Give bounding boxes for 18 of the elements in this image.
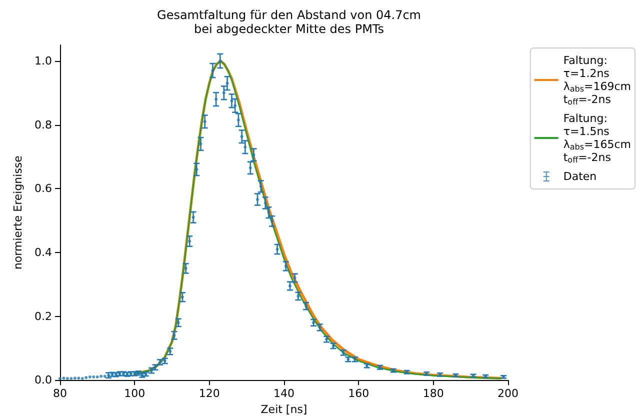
x-tick-label: 180 [422,387,444,400]
legend-label: Daten [563,170,597,183]
y-tick-label: 0.6 [34,182,52,196]
y-tick-label: 0.2 [34,310,52,323]
x-tick-label: 160 [348,387,370,400]
y-tick-label: 0.8 [34,118,52,132]
x-tick-label: 120 [198,387,220,400]
x-tick-label: 80 [53,387,67,400]
chart-subtitle: bei abgedeckter Mitte des PMTs [194,22,384,36]
y-axis-title: normierte Ereignisse [12,155,25,270]
y-tick-label: 0.0 [34,374,52,387]
y-tick-label: 1.0 [34,54,52,68]
x-tick-label: 200 [498,387,518,400]
y-tick-label: 0.4 [34,246,52,259]
chart-title: Gesamtfaltung für den Abstand von 04.7cm [157,8,421,22]
x-axis-title: Zeit [ns] [260,403,308,416]
x-tick-label: 100 [124,387,146,400]
x-tick-label: 140 [274,387,294,400]
